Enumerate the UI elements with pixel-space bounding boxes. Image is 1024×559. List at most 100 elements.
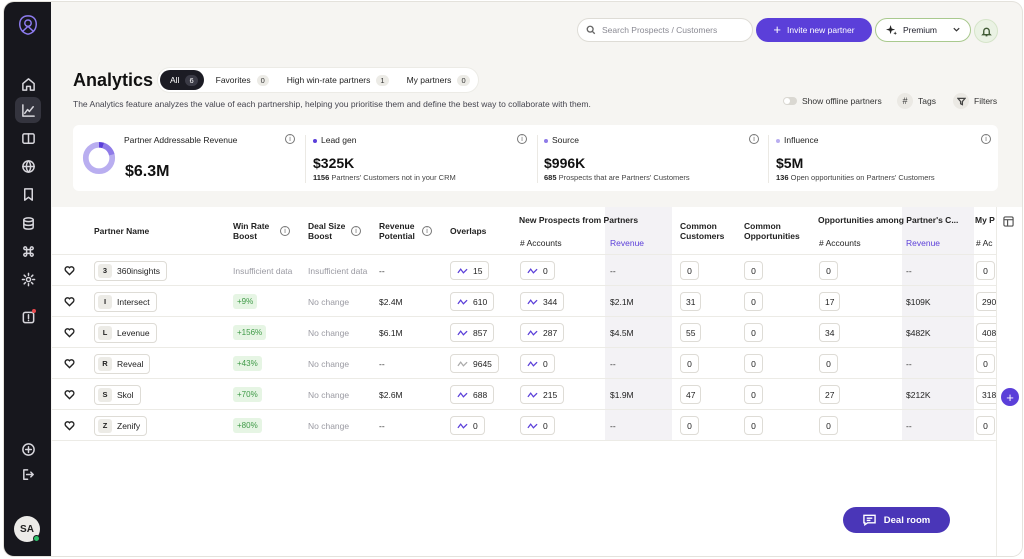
overlaps-chip[interactable]: 0 bbox=[450, 416, 485, 435]
info-icon[interactable]: i bbox=[981, 134, 991, 144]
globe-icon[interactable] bbox=[15, 153, 41, 179]
table-row[interactable]: L Levenue +156% No change $6.1M 857 287 $4.5M 55… bbox=[52, 316, 996, 347]
my-p-accounts-box[interactable]: 408 bbox=[976, 323, 996, 342]
col-header-revenue-potential[interactable]: Revenue Potential bbox=[379, 221, 415, 241]
invite-partner-button[interactable]: + Invite new partner bbox=[756, 18, 872, 42]
partner-name-chip[interactable]: L Levenue bbox=[94, 322, 157, 343]
info-icon[interactable]: i bbox=[749, 134, 759, 144]
info-icon[interactable]: i bbox=[422, 226, 432, 236]
deal-room-button[interactable]: Deal room bbox=[843, 507, 950, 533]
common-customers-box[interactable]: 0 bbox=[680, 354, 699, 373]
oa-accounts-box[interactable]: 17 bbox=[819, 292, 841, 311]
common-opportunities-box[interactable]: 0 bbox=[744, 292, 763, 311]
overlaps-chip[interactable]: 688 bbox=[450, 385, 495, 404]
overlaps-chip[interactable]: 15 bbox=[450, 261, 490, 280]
table-row[interactable]: 3 360insights Insufficient data Insufficien… bbox=[52, 254, 996, 285]
favorite-button[interactable] bbox=[64, 317, 75, 348]
col-header-my-p-accounts[interactable]: # Ac bbox=[976, 238, 993, 248]
partner-name-chip[interactable]: Z Zenify bbox=[94, 415, 148, 436]
common-opportunities-box[interactable]: 0 bbox=[744, 354, 763, 373]
col-header-common-customers[interactable]: Common Customers bbox=[680, 221, 724, 241]
oa-accounts-box[interactable]: 0 bbox=[819, 354, 838, 373]
info-icon[interactable]: i bbox=[517, 134, 527, 144]
my-p-accounts-box[interactable]: 0 bbox=[976, 261, 995, 280]
add-column-button[interactable]: + bbox=[1001, 388, 1019, 406]
tags-button[interactable]: # Tags bbox=[897, 93, 936, 109]
favorite-button[interactable] bbox=[64, 255, 75, 286]
info-icon[interactable]: i bbox=[351, 226, 361, 236]
partner-name-chip[interactable]: I Intersect bbox=[94, 291, 157, 312]
favorite-button[interactable] bbox=[64, 410, 75, 441]
bookmark-icon[interactable] bbox=[15, 181, 41, 207]
col-header-oa-revenue[interactable]: Revenue bbox=[906, 238, 941, 248]
logo-icon[interactable] bbox=[17, 14, 39, 36]
book-icon[interactable] bbox=[15, 125, 41, 151]
common-customers-box[interactable]: 0 bbox=[680, 261, 699, 280]
table-row[interactable]: S Skol +70% No change $2.6M 688 215 $1.9M 47 0 27 $… bbox=[52, 378, 996, 409]
my-p-accounts-box[interactable]: 0 bbox=[976, 354, 995, 373]
favorite-button[interactable] bbox=[64, 348, 75, 379]
notification-button[interactable] bbox=[974, 19, 998, 43]
overlaps-chip[interactable]: 9645 bbox=[450, 354, 499, 373]
col-header-oa-accounts[interactable]: # Accounts bbox=[819, 238, 861, 248]
table-row[interactable]: I Intersect +9% No change $2.4M 610 344 $2.1M 31… bbox=[52, 285, 996, 316]
common-customers-box[interactable]: 31 bbox=[680, 292, 702, 311]
add-circle-icon[interactable] bbox=[15, 436, 41, 462]
filters-button[interactable]: Filters bbox=[953, 93, 997, 109]
tab-favorites[interactable]: Favorites 0 bbox=[206, 70, 275, 90]
database-icon[interactable] bbox=[15, 210, 41, 236]
columns-icon[interactable] bbox=[1003, 216, 1014, 227]
tab-my-partners[interactable]: My partners 0 bbox=[397, 70, 476, 90]
logout-icon[interactable] bbox=[15, 461, 41, 487]
np-accounts-chip[interactable]: 344 bbox=[520, 292, 565, 311]
common-customers-box[interactable]: 47 bbox=[680, 385, 702, 404]
tab-high-win-rate[interactable]: High win-rate partners 1 bbox=[277, 70, 395, 90]
command-icon[interactable] bbox=[15, 238, 41, 264]
table-row[interactable]: Z Zenify +80% No change -- 0 0 -- 0 0 0 -- 0 bbox=[52, 409, 996, 440]
analytics-icon[interactable] bbox=[15, 97, 41, 123]
my-p-accounts-box[interactable]: 0 bbox=[976, 416, 995, 435]
oa-accounts-box[interactable]: 27 bbox=[819, 385, 841, 404]
overlaps-chip[interactable]: 610 bbox=[450, 292, 495, 311]
col-header-win-rate[interactable]: Win Rate Boost bbox=[233, 221, 269, 241]
col-header-overlaps[interactable]: Overlaps bbox=[450, 226, 487, 236]
partner-name-chip[interactable]: 3 360insights bbox=[94, 260, 168, 281]
offline-toggle[interactable]: Show offline partners bbox=[783, 96, 882, 106]
favorite-button[interactable] bbox=[64, 379, 75, 410]
overlaps-chip[interactable]: 857 bbox=[450, 323, 495, 342]
search-input[interactable] bbox=[602, 25, 742, 35]
premium-dropdown[interactable]: Premium bbox=[875, 18, 971, 42]
col-header-common-opportunities[interactable]: Common Opportunities bbox=[744, 221, 800, 241]
col-header-partner-name[interactable]: Partner Name bbox=[94, 226, 150, 236]
np-accounts-chip[interactable]: 287 bbox=[520, 323, 565, 342]
col-header-np-revenue[interactable]: Revenue bbox=[610, 238, 645, 248]
oa-accounts-box[interactable]: 0 bbox=[819, 416, 838, 435]
my-p-accounts-box[interactable]: 318 bbox=[976, 385, 996, 404]
info-icon[interactable]: i bbox=[285, 134, 295, 144]
common-opportunities-box[interactable]: 0 bbox=[744, 261, 763, 280]
partner-name-chip[interactable]: R Reveal bbox=[94, 353, 151, 374]
common-customers-box[interactable]: 55 bbox=[680, 323, 702, 342]
toggle-switch[interactable] bbox=[783, 97, 797, 105]
home-icon[interactable] bbox=[15, 71, 41, 97]
oa-accounts-box[interactable]: 0 bbox=[819, 261, 838, 280]
my-p-accounts-box[interactable]: 290 bbox=[976, 292, 996, 311]
oa-accounts-box[interactable]: 34 bbox=[819, 323, 841, 342]
np-accounts-chip[interactable]: 0 bbox=[520, 261, 555, 280]
favorite-button[interactable] bbox=[64, 286, 75, 317]
search-box[interactable] bbox=[577, 18, 753, 42]
feedback-icon[interactable] bbox=[15, 304, 41, 330]
np-accounts-chip[interactable]: 215 bbox=[520, 385, 565, 404]
col-header-deal-size[interactable]: Deal Size Boost bbox=[308, 221, 345, 241]
info-icon[interactable]: i bbox=[280, 226, 290, 236]
tab-all[interactable]: All 6 bbox=[160, 70, 204, 90]
np-accounts-chip[interactable]: 0 bbox=[520, 416, 555, 435]
common-opportunities-box[interactable]: 0 bbox=[744, 323, 763, 342]
col-header-np-accounts[interactable]: # Accounts bbox=[520, 238, 562, 248]
common-opportunities-box[interactable]: 0 bbox=[744, 416, 763, 435]
np-accounts-chip[interactable]: 0 bbox=[520, 354, 555, 373]
settings-icon[interactable] bbox=[15, 266, 41, 292]
partner-name-chip[interactable]: S Skol bbox=[94, 384, 141, 405]
common-customers-box[interactable]: 0 bbox=[680, 416, 699, 435]
table-row[interactable]: R Reveal +43% No change -- 9645 0 -- 0 0 0 -- 0 bbox=[52, 347, 996, 378]
